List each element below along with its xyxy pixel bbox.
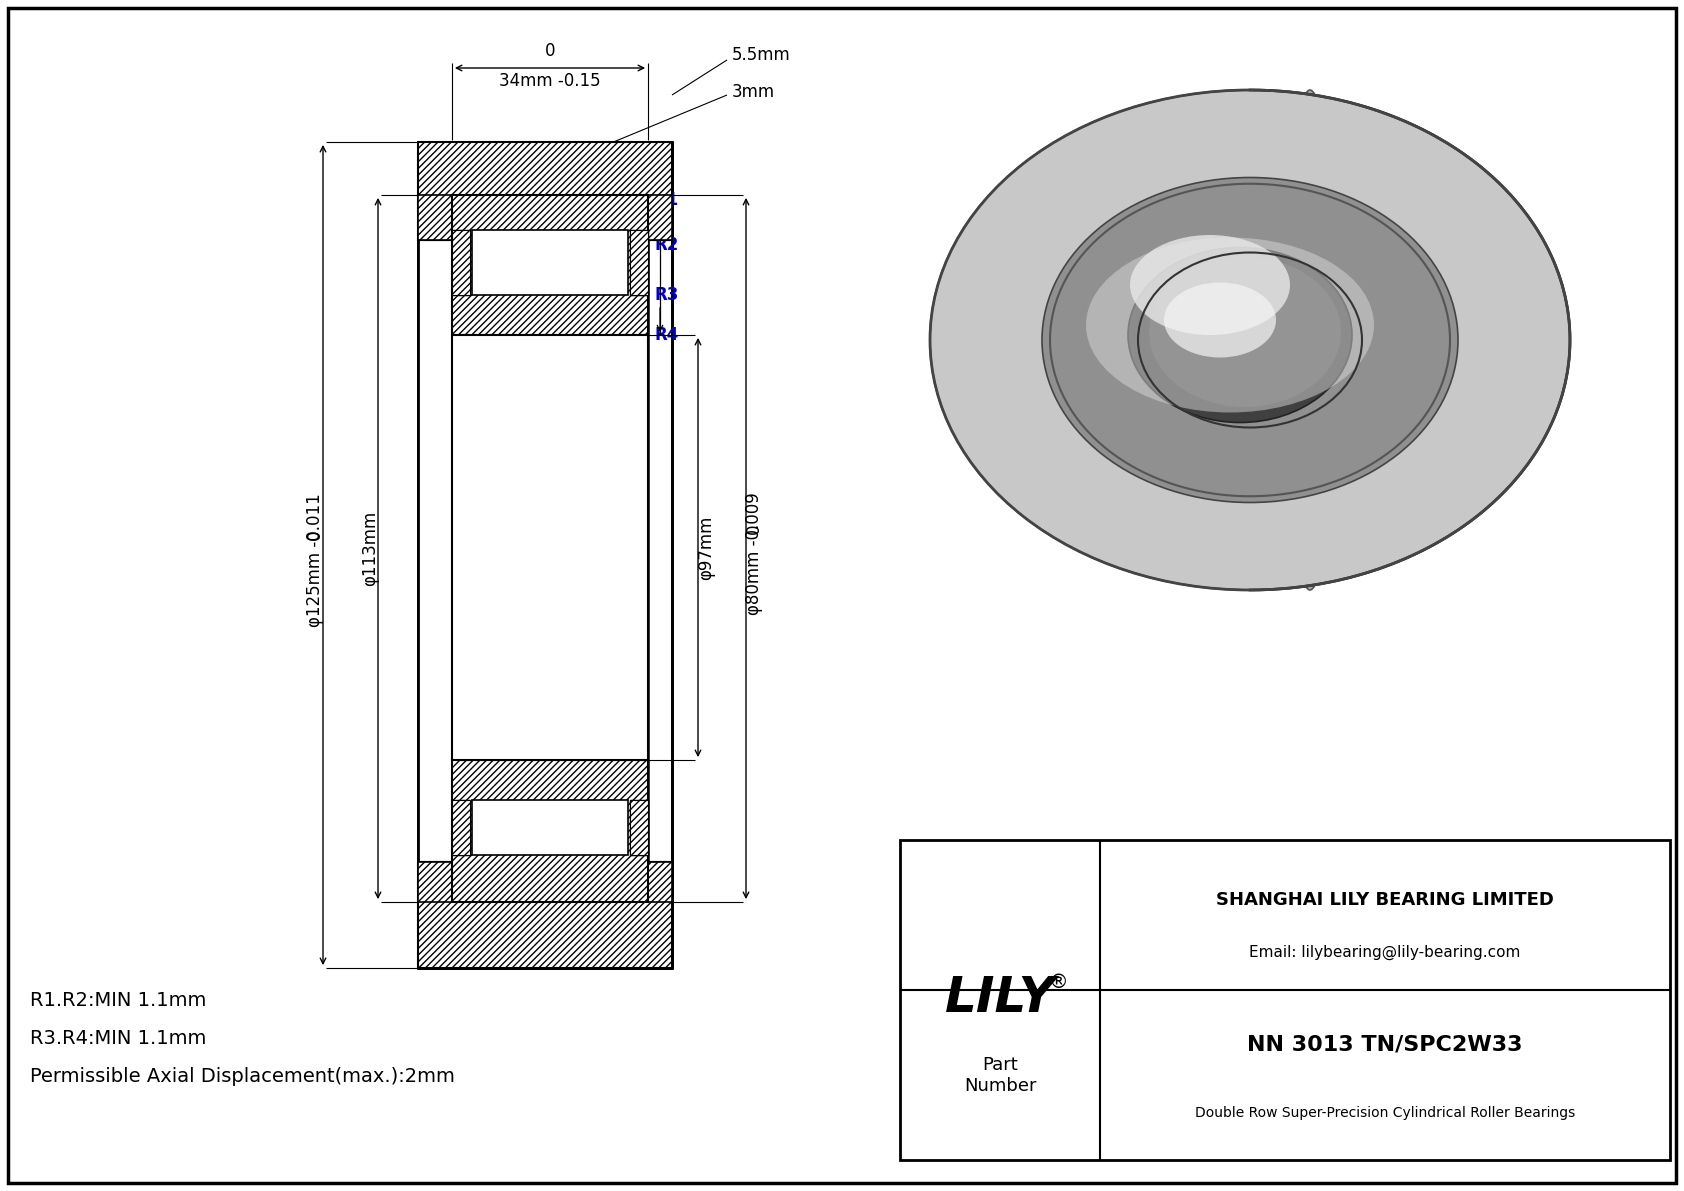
Text: R4: R4 [653,326,679,344]
Text: 0: 0 [744,523,763,534]
Ellipse shape [1042,177,1458,503]
Text: φ80mm -0.009: φ80mm -0.009 [744,492,763,615]
Ellipse shape [1148,257,1340,407]
Bar [418,195,451,241]
Text: R2: R2 [653,236,679,254]
Bar [451,800,470,855]
Text: 5.5mm: 5.5mm [733,46,791,64]
Ellipse shape [1164,282,1276,357]
Bar [418,142,672,968]
Ellipse shape [1130,235,1290,335]
Bar [648,195,672,241]
Bar [451,862,648,902]
Bar [451,195,648,335]
Text: 3mm: 3mm [733,83,775,101]
Bar [451,195,648,241]
Bar [630,800,648,855]
Text: ®: ® [1047,973,1068,991]
Text: Email: lilybearing@lily-bearing.com: Email: lilybearing@lily-bearing.com [1250,946,1521,960]
Text: R1: R1 [653,191,679,208]
Bar [418,862,672,968]
Bar [630,230,648,295]
Text: 34mm -0.15: 34mm -0.15 [498,71,601,91]
Bar [418,142,672,241]
Bar [451,335,648,760]
Text: LILY: LILY [945,974,1056,1022]
Ellipse shape [930,91,1569,590]
Bar [451,760,648,902]
Text: φ97mm: φ97mm [697,516,716,580]
Bar [630,230,648,295]
Bar [451,800,470,855]
Bar [451,230,470,295]
Ellipse shape [1086,237,1374,412]
Bar [472,800,628,855]
Text: Permissible Axial Displacement(max.):2mm: Permissible Axial Displacement(max.):2mm [30,1067,455,1086]
Text: φ125mm -0.011: φ125mm -0.011 [306,493,323,626]
Text: 0: 0 [306,530,323,540]
Text: SHANGHAI LILY BEARING LIMITED: SHANGHAI LILY BEARING LIMITED [1216,891,1554,909]
Bar [630,800,648,855]
Text: R1.R2:MIN 1.1mm: R1.R2:MIN 1.1mm [30,991,207,1010]
Ellipse shape [1128,248,1352,423]
Bar [418,195,451,902]
Text: R3: R3 [653,286,679,304]
Ellipse shape [1285,91,1335,590]
Bar [472,230,628,295]
Text: φ113mm: φ113mm [360,511,379,586]
Bar [899,840,1671,1160]
Bar [648,862,672,902]
Text: NN 3013 TN/SPC2W33: NN 3013 TN/SPC2W33 [1248,1035,1522,1055]
Text: 0: 0 [544,42,556,60]
Bar [451,230,470,295]
Text: Double Row Super-Precision Cylindrical Roller Bearings: Double Row Super-Precision Cylindrical R… [1196,1105,1575,1120]
Text: Part
Number: Part Number [963,1055,1036,1095]
Text: R3.R4:MIN 1.1mm: R3.R4:MIN 1.1mm [30,1029,207,1048]
Bar [418,862,451,902]
